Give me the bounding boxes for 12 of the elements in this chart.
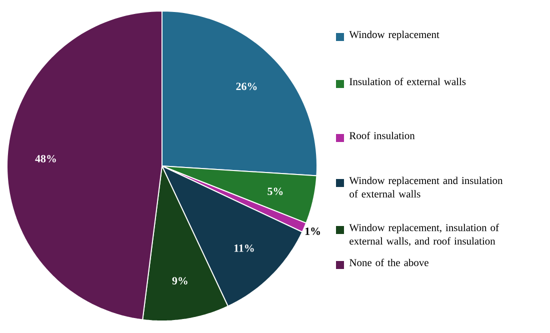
legend-label: Roof insulation [349,132,415,140]
legend-label: Window replacement [349,30,440,40]
data-label: 9% [172,277,188,285]
data-label: 26% [236,82,257,90]
legend-label: Insulation of external walls [350,78,466,86]
legend-label: Window replacement, insulation of external walls, and roof insulation [349,224,499,246]
data-label: 11% [234,244,254,252]
legend-label: None of the above [349,258,428,266]
legend-label: Window replacement and insulation of external walls [349,176,503,198]
data-label: 5% [268,188,283,196]
data-label: 1% [305,228,320,235]
data-label: 48% [35,154,56,162]
